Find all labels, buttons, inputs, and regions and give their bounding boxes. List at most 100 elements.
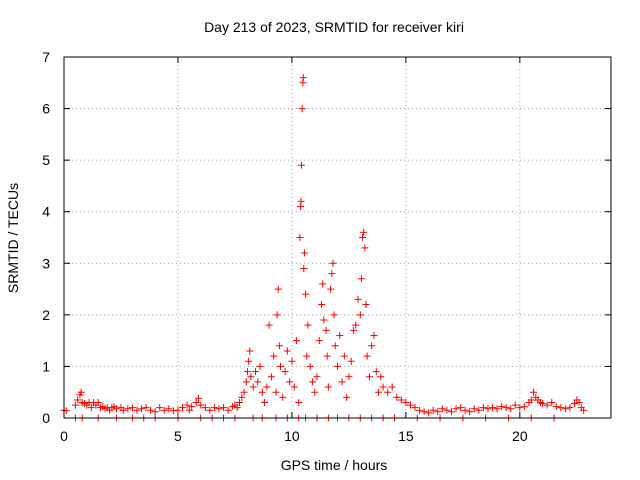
plot-frame — [63, 56, 612, 419]
data-point — [324, 383, 332, 391]
data-point — [363, 352, 371, 360]
data-point — [245, 357, 253, 365]
data-point — [484, 405, 492, 413]
data-point — [347, 357, 355, 365]
data-point — [375, 388, 383, 396]
data-point — [270, 352, 278, 360]
data-point — [151, 408, 159, 416]
data-point — [265, 321, 273, 329]
data-point — [224, 406, 232, 414]
data-point — [303, 352, 311, 360]
x-tick-label: 10 — [284, 428, 300, 444]
data-point — [188, 403, 196, 411]
data-point — [286, 378, 294, 386]
data-point — [320, 316, 328, 324]
data-point — [192, 399, 200, 407]
data-points — [60, 74, 588, 422]
x-axis-label: GPS time / hours — [281, 457, 388, 473]
data-point — [306, 362, 314, 370]
data-point — [279, 393, 287, 401]
data-point — [315, 337, 323, 345]
data-point — [356, 311, 364, 319]
data-point — [288, 357, 296, 365]
data-point — [466, 408, 474, 416]
data-point — [242, 378, 250, 386]
data-point — [235, 399, 243, 407]
data-point — [313, 373, 321, 381]
data-point — [238, 393, 246, 401]
data-point — [296, 234, 304, 241]
data-point — [443, 406, 451, 414]
data-point — [94, 399, 102, 407]
data-point — [493, 405, 501, 413]
data-point — [329, 259, 337, 267]
data-point — [340, 352, 348, 360]
data-point — [311, 388, 319, 396]
data-point — [566, 404, 574, 412]
data-point — [548, 399, 556, 407]
data-point — [530, 388, 538, 396]
data-point — [119, 406, 127, 414]
data-point — [220, 404, 228, 412]
data-point — [520, 403, 528, 411]
data-point — [360, 228, 368, 236]
data-point — [281, 368, 289, 376]
data-point — [302, 290, 310, 298]
data-point — [402, 399, 410, 407]
data-point — [470, 405, 478, 413]
data-point — [274, 285, 282, 293]
data-point — [283, 347, 291, 355]
data-point — [297, 197, 305, 205]
y-tick-label: 6 — [42, 101, 50, 117]
y-tick-label: 7 — [42, 49, 50, 65]
data-point — [475, 406, 483, 414]
x-tick-label: 5 — [174, 428, 182, 444]
data-point — [580, 406, 588, 414]
data-point — [256, 362, 264, 370]
y-tick-label: 0 — [42, 410, 50, 426]
data-point — [388, 383, 396, 391]
data-point — [362, 301, 370, 309]
x-tick-label: 15 — [398, 428, 414, 444]
data-point — [206, 406, 214, 414]
data-point — [272, 388, 280, 396]
data-point — [137, 405, 145, 413]
data-point — [334, 362, 341, 370]
data-point — [292, 337, 300, 345]
data-point — [290, 383, 298, 391]
data-point — [297, 161, 305, 169]
data-point — [124, 405, 132, 413]
y-tick-label: 4 — [42, 204, 50, 220]
data-point — [74, 396, 82, 404]
data-point — [357, 275, 365, 283]
data-point — [308, 378, 316, 386]
data-point — [354, 295, 362, 303]
data-point — [557, 404, 565, 412]
data-point — [416, 406, 424, 414]
data-point — [552, 403, 560, 411]
data-point — [379, 383, 387, 391]
data-point — [275, 342, 283, 350]
data-point — [261, 399, 269, 407]
data-point — [322, 326, 330, 334]
data-point — [251, 368, 259, 376]
data-point — [330, 311, 338, 319]
data-point — [254, 378, 262, 386]
axis-ticks: 0 5 10 15 20 0 1 2 3 4 5 6 7 — [42, 49, 611, 444]
data-point — [197, 401, 205, 409]
data-point — [372, 368, 380, 376]
data-point — [406, 401, 414, 409]
data-point — [561, 405, 569, 413]
data-point — [243, 368, 251, 376]
data-point — [359, 234, 367, 241]
data-point — [507, 405, 515, 413]
data-point — [327, 285, 335, 293]
chart-title: Day 213 of 2023, SRMTID for receiver kir… — [204, 19, 464, 35]
data-point — [425, 409, 433, 417]
data-point — [447, 408, 455, 416]
data-point — [420, 408, 428, 416]
data-point — [343, 393, 351, 401]
data-point — [112, 405, 120, 413]
data-point — [438, 405, 446, 413]
